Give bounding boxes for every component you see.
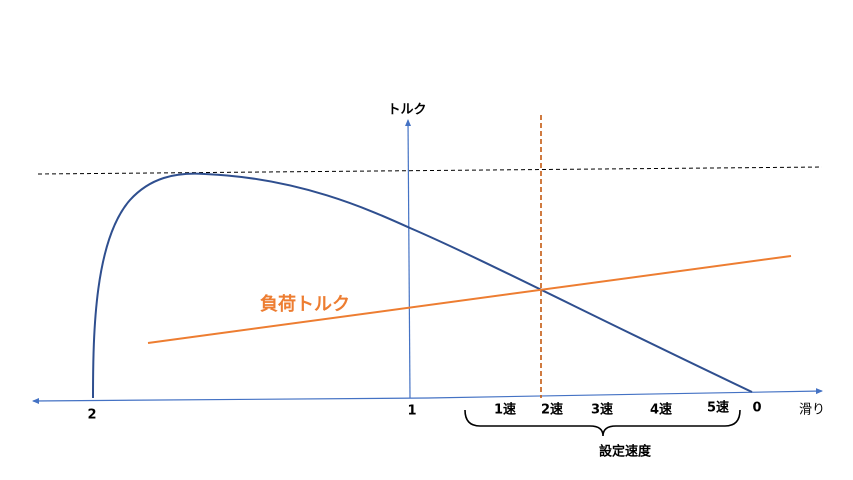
torque-curve — [92, 172, 753, 399]
speed-label: 5速 — [707, 400, 729, 416]
load-torque-line — [147, 255, 792, 344]
speed-label: 4速 — [650, 402, 672, 418]
speed-group-label: 設定速度 — [599, 444, 652, 460]
y-axis — [405, 119, 412, 399]
speed-label: 3速 — [591, 402, 613, 418]
x-tick-label: 1 — [407, 404, 416, 419]
brace — [464, 409, 741, 437]
max-torque-line — [37, 166, 823, 175]
x-axis-left — [32, 397, 429, 404]
speed-label: 1速 — [494, 402, 516, 418]
x-tick-label: 0 — [752, 401, 761, 416]
x-axis — [427, 388, 823, 399]
speed-label: 2速 — [541, 402, 563, 418]
x-axis-label: 滑り — [799, 403, 825, 418]
x-tick-label: 2 — [87, 408, 96, 423]
y-axis-label: トルク — [387, 103, 426, 118]
load-torque-label: 負荷トルク — [260, 293, 350, 315]
